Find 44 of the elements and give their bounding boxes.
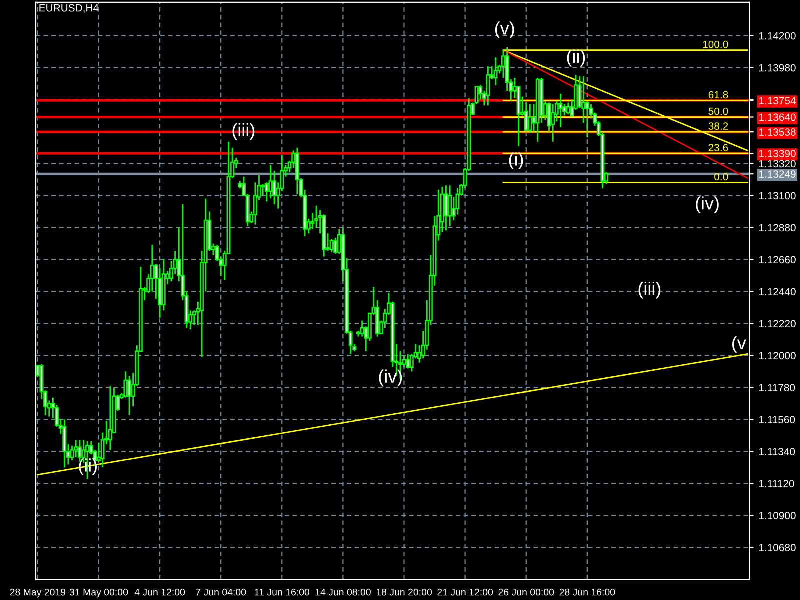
x-tick-label: 31 May 00:00 (70, 588, 128, 598)
y-tick-label: 1.13320 (759, 160, 796, 168)
chart-title: EURUSD,H4 (40, 4, 99, 14)
x-tick-label: 14 Jun 08:00 (316, 588, 371, 596)
annotation: (v (732, 336, 746, 354)
x-tick-label: 11 Jun 16:00 (255, 588, 310, 596)
x-tick-label: 7 Jun 04:00 (196, 588, 246, 596)
series-label: 0.0 (714, 173, 728, 181)
y-tick-label: 1.11780 (759, 384, 796, 392)
y-tick-label: 1.10900 (759, 512, 796, 520)
y-tick-label: 1.13538 (759, 128, 796, 136)
y-tick-label: 1.13100 (759, 192, 796, 200)
y-tick-label: 1.13390 (759, 150, 796, 158)
series-label: 50.0 (708, 108, 728, 116)
y-tick-label: 1.11560 (759, 416, 796, 424)
x-tick-label: 26 Jun 00:00 (498, 588, 554, 596)
y-tick-label: 1.12440 (759, 288, 796, 296)
y-tick-label: 1.14200 (759, 32, 796, 40)
series-label: 100.0 (703, 40, 728, 48)
annotation: (iii) (638, 282, 661, 299)
series-label: 38.2 (708, 122, 728, 130)
y-tick-label: 1.11340 (759, 448, 796, 456)
y-tick-label: 1.12000 (759, 352, 796, 360)
annotation: (i) (509, 152, 524, 170)
y-tick-label: 1.12220 (759, 320, 796, 328)
series-label: 23.6 (708, 144, 728, 152)
x-tick-label: 21 Jun 12:00 (438, 588, 494, 596)
annotation: (ii) (567, 50, 586, 67)
series-label: 61.8 (708, 91, 728, 99)
y-tick-label: 1.12660 (759, 256, 796, 264)
y-tick-label: 1.10680 (759, 544, 796, 552)
annotation: (iv) (379, 370, 402, 387)
annotation: (iv) (696, 196, 719, 214)
y-tick-label: 1.12880 (759, 224, 796, 232)
y-tick-label: 1.13754 (759, 97, 796, 105)
y-tick-label: 1.13640 (759, 114, 796, 122)
y-tick-label: 1.11120 (759, 480, 794, 488)
x-tick-label: 18 Jun 20:00 (376, 588, 432, 596)
x-tick-label: 28 May 2019 (10, 588, 66, 598)
x-tick-label: 28 Jun 16:00 (560, 588, 616, 596)
annotation: (v) (495, 22, 514, 39)
y-tick-label: 1.13249 (759, 170, 796, 178)
y-tick-label: 1.13980 (759, 64, 796, 72)
x-tick-label: 4 Jun 12:00 (134, 588, 186, 596)
